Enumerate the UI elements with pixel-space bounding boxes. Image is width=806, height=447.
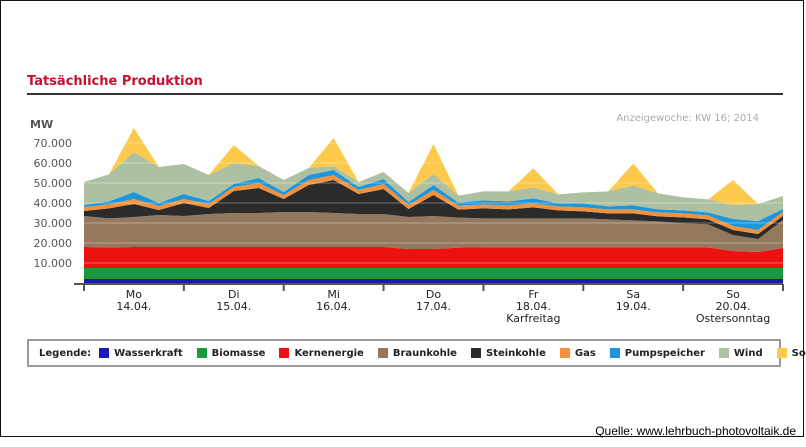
x-tick-label: 15.04. — [216, 300, 251, 313]
x-tick-label: 18.04. — [516, 300, 551, 313]
x-tick-label: Di — [228, 288, 240, 301]
x-tick-label: Ostersonntag — [696, 312, 770, 325]
area-braunkohle — [84, 212, 783, 252]
legend-label: Kernenergie — [294, 347, 364, 359]
legend-item-braunkohle: Braunkohle — [377, 347, 457, 359]
y-tick-label: 60.000 — [34, 157, 73, 170]
x-tick-label: Mi — [327, 288, 340, 301]
week-annotation: Anzeigewoche: KW 16; 2014 — [616, 113, 759, 124]
legend-title: Legende: — [39, 347, 92, 359]
legend-label: Biomasse — [211, 347, 266, 359]
x-tick-label: Karfreitag — [506, 312, 560, 325]
legend-swatch — [377, 348, 388, 358]
source-credit: Quelle: www.lehrbuch-photovoltaik.de — [595, 424, 796, 438]
legend-item-kernenergie: Kernenergie — [279, 347, 364, 359]
x-tick-label: Fr — [528, 288, 539, 301]
legend-label: Wind — [733, 347, 763, 359]
legend-label: Wasserkraft — [114, 347, 183, 359]
legend-swatch — [470, 348, 481, 358]
x-tick-label: Mo — [126, 288, 142, 301]
y-tick-label: 40.000 — [34, 197, 73, 210]
x-tick-label: 16.04. — [316, 300, 351, 313]
legend-item-wasserkraft: Wasserkraft — [99, 348, 183, 359]
legend-label: Solar — [791, 347, 806, 359]
legend-swatch — [279, 348, 290, 358]
area-biomasse — [84, 268, 783, 279]
x-tick-label: 17.04. — [416, 300, 451, 313]
legend-item-gas: Gas — [559, 347, 596, 359]
legend-label: Braunkohle — [392, 347, 457, 359]
area-wind — [84, 152, 783, 221]
x-tick-label: Do — [426, 288, 441, 301]
legend-item-biomasse: Biomasse — [196, 347, 266, 359]
legend-swatch — [718, 348, 729, 358]
area-wasserkraft — [84, 279, 783, 283]
legend-swatch — [776, 348, 787, 358]
y-axis-label: MW — [30, 118, 53, 131]
area-steinkohle — [84, 180, 783, 239]
x-tick-label: 20.04. — [716, 300, 751, 313]
y-tick-label: 10.000 — [34, 257, 73, 270]
legend-label: Pumpspeicher — [624, 347, 705, 359]
legend-item-wind: Wind — [718, 347, 763, 359]
legend-items: Wasserkraft Biomasse Kernenergie Braunkohle… — [99, 348, 806, 359]
legend-label: Gas — [574, 347, 596, 359]
x-tick-label: 14.04. — [116, 300, 151, 313]
legend-item-steinkohle: Steinkohle — [470, 347, 546, 359]
legend-item-pumpspeicher: Pumpspeicher — [609, 347, 705, 359]
area-solar — [84, 128, 783, 205]
legend-swatch — [99, 348, 110, 358]
x-tick-label: So — [726, 288, 740, 301]
y-tick-label: 70.000 — [34, 137, 73, 150]
legend-swatch — [609, 348, 620, 358]
legend-swatch — [559, 348, 570, 358]
y-tick-label: 30.000 — [34, 217, 73, 230]
y-tick-label: 20.000 — [34, 237, 73, 250]
page-title: Tatsächliche Produktion — [27, 74, 203, 89]
title-divider — [27, 93, 783, 95]
legend: Legende: Wasserkraft Biomasse Kernenergie B… — [27, 339, 806, 367]
legend-label: Steinkohle — [485, 347, 546, 359]
area-kernenergie — [84, 247, 783, 268]
legend-item-solar: Solar — [776, 347, 806, 359]
y-tick-label: 50.000 — [34, 177, 73, 190]
legend-swatch — [196, 348, 207, 358]
x-tick-label: Sa — [626, 288, 640, 301]
x-tick-label: 19.04. — [616, 300, 651, 313]
chart-frame — [0, 0, 804, 437]
